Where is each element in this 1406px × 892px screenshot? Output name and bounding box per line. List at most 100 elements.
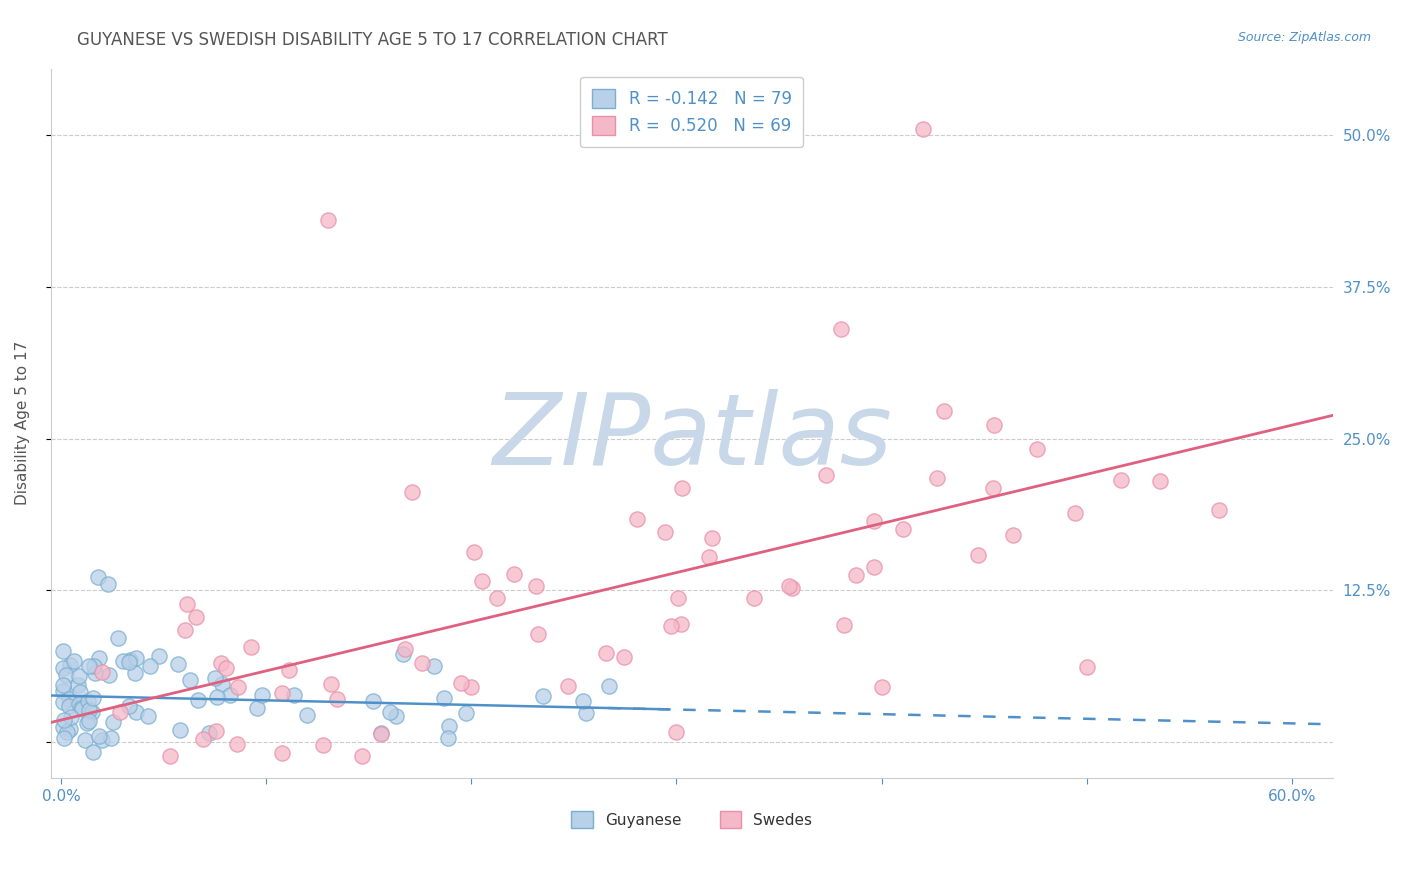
Point	[312, 738, 335, 752]
Point	[108, 705, 131, 719]
Point	[97, 668, 120, 682]
Point	[1025, 442, 1047, 456]
Y-axis label: Disability Age 5 to 17: Disability Age 5 to 17	[15, 342, 30, 506]
Point	[1208, 503, 1230, 517]
Point	[211, 676, 233, 690]
Point	[411, 656, 433, 670]
Point	[240, 640, 263, 654]
Point	[778, 579, 800, 593]
Point	[422, 658, 444, 673]
Point	[1076, 659, 1098, 673]
Point	[460, 680, 482, 694]
Point	[671, 481, 693, 495]
Point	[439, 719, 461, 733]
Point	[595, 646, 617, 660]
Point	[67, 669, 90, 683]
Point	[159, 749, 181, 764]
Point	[52, 677, 75, 691]
Point	[205, 724, 228, 739]
Point	[659, 619, 682, 633]
Point	[52, 695, 75, 709]
Text: Source: ZipAtlas.com: Source: ZipAtlas.com	[1237, 31, 1371, 45]
Point	[456, 706, 478, 721]
Point	[184, 610, 207, 624]
Point	[187, 692, 209, 706]
Point	[204, 672, 226, 686]
Point	[463, 545, 485, 559]
Point	[502, 567, 524, 582]
Point	[983, 417, 1005, 432]
Point	[325, 691, 347, 706]
Point	[112, 654, 135, 668]
Point	[626, 512, 648, 526]
Point	[84, 666, 107, 681]
Point	[350, 749, 373, 764]
Point	[60, 709, 83, 723]
Point	[283, 689, 305, 703]
Point	[79, 714, 101, 728]
Point	[118, 656, 141, 670]
Point	[271, 746, 294, 760]
Point	[55, 668, 77, 682]
Point	[571, 694, 593, 708]
Point	[83, 659, 105, 673]
Point	[52, 720, 75, 734]
Point	[981, 481, 1004, 495]
Point	[56, 724, 79, 739]
Point	[471, 574, 494, 589]
Point	[77, 658, 100, 673]
Point	[70, 702, 93, 716]
Point	[433, 691, 456, 706]
Point	[278, 663, 301, 677]
Point	[401, 484, 423, 499]
Point	[174, 623, 197, 637]
Point	[107, 632, 129, 646]
Point	[845, 568, 868, 582]
Point	[52, 731, 75, 745]
Point	[863, 514, 886, 528]
Point	[870, 680, 893, 694]
Point	[668, 591, 690, 606]
Point	[925, 471, 948, 485]
Point	[598, 679, 620, 693]
Point	[893, 522, 915, 536]
Point	[215, 661, 238, 675]
Point	[526, 626, 548, 640]
Point	[862, 560, 884, 574]
Point	[932, 404, 955, 418]
Point	[485, 591, 508, 605]
Point	[531, 690, 554, 704]
Point	[209, 656, 232, 670]
Point	[780, 582, 803, 596]
Point	[80, 705, 103, 719]
Point	[654, 525, 676, 540]
Point	[179, 673, 201, 688]
Point	[361, 694, 384, 708]
Point	[297, 708, 319, 723]
Point	[59, 723, 82, 737]
Text: ZIPatlas: ZIPatlas	[492, 389, 891, 486]
Point	[1002, 528, 1025, 542]
Point	[557, 679, 579, 693]
Point	[120, 652, 142, 666]
Point	[228, 680, 250, 694]
Point	[385, 709, 408, 723]
Point	[575, 706, 598, 721]
Point	[167, 657, 190, 672]
Point	[82, 745, 104, 759]
Point	[316, 213, 339, 227]
Point	[87, 651, 110, 665]
Point	[52, 683, 75, 698]
Point	[665, 725, 688, 739]
Point	[139, 659, 162, 673]
Point	[271, 686, 294, 700]
Point	[125, 705, 148, 719]
Point	[911, 122, 934, 136]
Point	[1109, 473, 1132, 487]
Point	[830, 322, 852, 336]
Point	[191, 731, 214, 746]
Point	[169, 723, 191, 737]
Point	[832, 618, 855, 632]
Point	[70, 701, 93, 715]
Point	[87, 570, 110, 584]
